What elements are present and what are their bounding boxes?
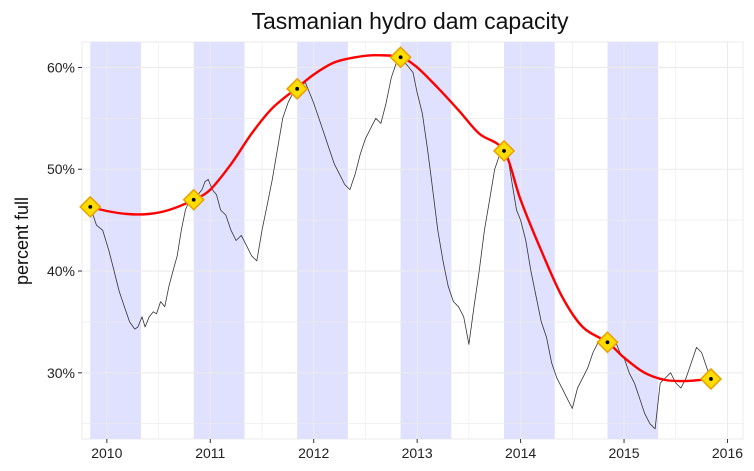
y-tick-label: 40%: [47, 263, 75, 279]
annual-marker: [596, 331, 619, 354]
x-tick-label: 2013: [402, 445, 433, 461]
annual-marker: [389, 46, 412, 69]
marker-dot: [295, 86, 300, 91]
shaded-period-4: [400, 42, 452, 439]
x-tick-label: 2010: [91, 445, 122, 461]
x-tick-label: 2015: [608, 445, 639, 461]
y-axis: 30% 40% 50% 60%: [47, 59, 82, 381]
annual-marker: [699, 367, 723, 391]
annual-marker: [79, 195, 102, 219]
x-axis: 2010 2011 2012 2013 2014 2015 2016: [91, 439, 743, 461]
annual-marker: [286, 77, 309, 100]
shaded-period-2: [193, 42, 245, 439]
x-tick-label: 2014: [505, 445, 536, 461]
annual-markers: [79, 46, 723, 391]
shaded-period-1: [90, 42, 141, 439]
marker-dot: [605, 340, 610, 345]
annual-marker: [492, 139, 516, 163]
grid-lines: [82, 42, 743, 439]
y-axis-title: percent full: [12, 197, 32, 285]
x-tick-label: 2016: [712, 445, 743, 461]
y-tick-label: 50%: [47, 161, 75, 177]
shaded-period-5: [504, 42, 555, 439]
marker-dot: [191, 197, 196, 202]
x-tick-label: 2011: [195, 445, 225, 461]
x-tick-label: 2012: [298, 445, 329, 461]
chart-title: Tasmanian hydro dam capacity: [251, 8, 569, 34]
y-tick-label: 30%: [47, 365, 75, 381]
marker-dot: [709, 377, 713, 381]
annual-marker: [182, 188, 205, 211]
marker-dot: [398, 55, 403, 60]
marker-dot: [502, 149, 506, 153]
shaded-period-3: [297, 42, 348, 439]
marker-dot: [88, 205, 93, 209]
y-tick-label: 60%: [47, 59, 75, 75]
